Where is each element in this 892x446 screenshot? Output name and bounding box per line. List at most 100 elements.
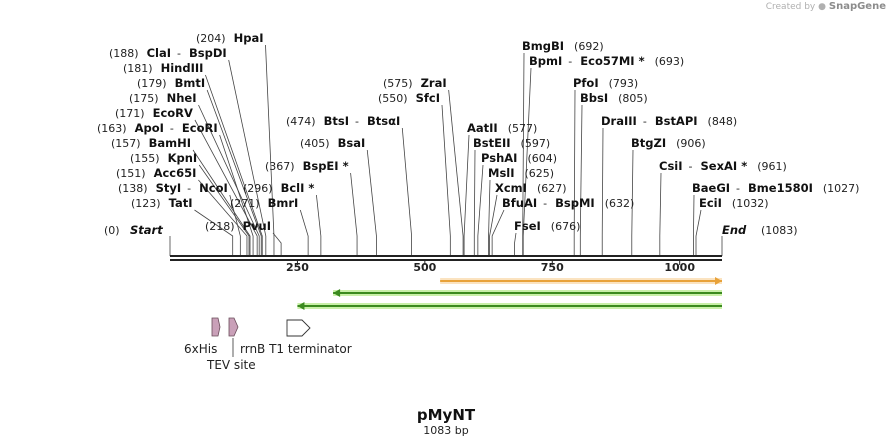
site-label[interactable]: XcmI (627): [495, 181, 567, 195]
site-position: (625): [525, 167, 555, 180]
feature-label-rrnb-t1: rrnB T1 terminator: [240, 342, 352, 356]
enzyme-name: HpaI: [234, 31, 264, 45]
site-label[interactable]: BfuAI - BspMI (632): [502, 196, 634, 210]
site-label[interactable]: (188) ClaI - BspDI: [109, 46, 227, 60]
terminator-arrow-icon[interactable]: [286, 319, 311, 337]
site-leader: [489, 194, 498, 256]
feature-glyphs: 6xHis TEV site rrnB T1 terminator: [184, 317, 352, 372]
site-label[interactable]: EciI (1032): [699, 196, 768, 210]
site-label[interactable]: (296) BclI *: [243, 181, 314, 195]
site-position: (692): [574, 40, 604, 53]
site-leaders: [169, 44, 723, 256]
site-label[interactable]: (405) BsaI: [300, 136, 365, 150]
site-position: (163): [97, 122, 127, 135]
site-leader: [631, 149, 634, 256]
site-leader: [693, 194, 695, 256]
enzyme-name: BspMI: [555, 196, 595, 210]
site-position: (175): [129, 92, 159, 105]
site-leader: [316, 194, 322, 256]
ruler-tick-label: 1000: [664, 261, 695, 274]
site-position: (138): [118, 182, 148, 195]
site-label[interactable]: BstEII (597): [473, 136, 550, 150]
site-label[interactable]: DraIII - BstAPI (848): [601, 114, 737, 128]
enzyme-name: BmtI: [175, 76, 206, 90]
enzyme-name: StyI: [156, 181, 182, 195]
site-label[interactable]: (550) SfcI: [378, 91, 440, 105]
site-label[interactable]: (155) KpnI: [130, 151, 197, 165]
site-label[interactable]: (175) NheI: [129, 91, 196, 105]
site-label[interactable]: BtgZI (906): [631, 136, 706, 150]
enzyme-name: CsiI: [659, 159, 683, 173]
enzyme-name: BsaI: [338, 136, 366, 150]
site-label[interactable]: MslI (625): [488, 166, 554, 180]
site-leader: [441, 104, 451, 256]
site-separator: -: [187, 182, 191, 195]
end-label: End (1083): [722, 223, 798, 237]
site-label[interactable]: (151) Acc65I: [116, 166, 196, 180]
enzyme-name: SexAI *: [701, 159, 748, 173]
reverse-arrow-icon: [297, 302, 305, 310]
site-label[interactable]: (179) BmtI: [137, 76, 205, 90]
site-position: (405): [300, 137, 330, 150]
site-label[interactable]: FseI (676): [514, 219, 580, 233]
site-leader: [448, 89, 464, 256]
feature-label-tev-site: TEV site: [206, 358, 256, 372]
site-label[interactable]: CsiI - SexAI * (961): [659, 159, 787, 173]
enzyme-name: EciI: [699, 196, 722, 210]
site-leader: [401, 127, 412, 256]
credit-prefix: Created by: [765, 2, 816, 12]
site-label[interactable]: (575) ZraI: [383, 76, 447, 90]
site-position: (597): [521, 137, 551, 150]
site-label[interactable]: (157) BamHI: [111, 136, 191, 150]
enzyme-name: BtsI: [324, 114, 349, 128]
site-leader: [229, 194, 241, 256]
site-label[interactable]: (163) ApoI - EcoRI: [97, 121, 218, 135]
site-label[interactable]: PshAI (604): [481, 151, 557, 165]
enzyme-name: FseI: [514, 219, 541, 233]
site-labels: (123) TatI(138) StyI - NcoI(151) Acc65I(155) K…: [97, 31, 859, 237]
site-separator: -: [543, 197, 547, 210]
site-leader: [477, 164, 484, 256]
credit-brand: SnapGene: [828, 1, 886, 12]
enzyme-name: BpmI: [529, 54, 562, 68]
site-leader: [205, 74, 263, 256]
site-label[interactable]: BmgBI (692): [522, 39, 604, 53]
enzyme-name: BtsαI: [367, 114, 400, 128]
enzyme-name: ApoI: [135, 121, 164, 135]
site-label[interactable]: BpmI - Eco57MI * (693): [529, 54, 684, 68]
site-label[interactable]: (218) PvuI: [205, 219, 271, 233]
enzyme-name: BstEII: [473, 136, 511, 150]
site-leader: [659, 172, 662, 256]
site-leader: [463, 134, 470, 256]
tev-site-icon[interactable]: [228, 317, 239, 337]
site-label[interactable]: (367) BspEI *: [265, 159, 349, 173]
site-position: (474): [286, 115, 316, 128]
site-label[interactable]: (181) HindIII: [123, 61, 203, 75]
site-label[interactable]: (474) BtsI - BtsαI: [286, 114, 400, 128]
enzyme-name: PfoI: [573, 76, 599, 90]
site-leader: [473, 149, 476, 256]
site-label[interactable]: (204) HpaI: [196, 31, 264, 45]
site-label[interactable]: (271) BmrI: [230, 196, 298, 210]
site-leader: [573, 89, 576, 256]
site-leader: [491, 209, 505, 256]
site-label[interactable]: AatII (577): [467, 121, 537, 135]
site-label[interactable]: BbsI (805): [580, 91, 648, 105]
site-position: (171): [115, 107, 145, 120]
enzyme-name: BfuAI: [502, 196, 537, 210]
site-label[interactable]: (171) EcoRV: [115, 106, 193, 120]
site-leader: [194, 209, 234, 256]
site-label[interactable]: (123) TatI: [131, 196, 193, 210]
site-label[interactable]: (138) StyI - NcoI: [118, 181, 228, 195]
site-separator: -: [689, 160, 693, 173]
his-tag-icon[interactable]: [211, 317, 221, 337]
site-label[interactable]: PfoI (793): [573, 76, 638, 90]
reverse-arrow-icon: [333, 289, 341, 297]
ruler-tick-label: 750: [541, 261, 564, 274]
enzyme-name: BmrI: [268, 196, 299, 210]
site-leader: [219, 134, 254, 256]
enzyme-name: Bme1580I: [748, 181, 813, 195]
site-label[interactable]: BaeGI - Bme1580I (1027): [692, 181, 859, 195]
enzyme-name: BstAPI: [655, 114, 698, 128]
